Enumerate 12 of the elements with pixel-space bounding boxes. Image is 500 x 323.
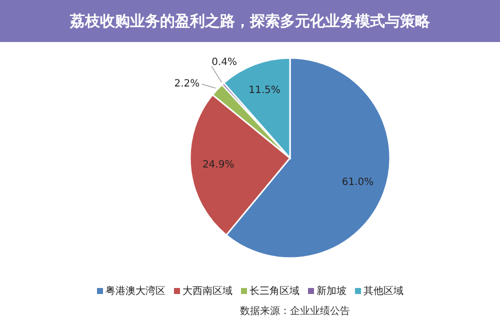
data-label: 24.9% xyxy=(202,160,234,170)
data-label: 61.0% xyxy=(342,176,374,188)
legend-label: 粤港澳大湾区 xyxy=(104,284,166,298)
legend-label: 大西南区域 xyxy=(182,284,232,298)
legend-label: 其他区域 xyxy=(362,284,404,298)
data-label: 0.4% xyxy=(212,56,237,68)
chart-title: 荔枝收购业务的盈利之路，探索多元化业务模式与策略 xyxy=(0,0,500,42)
data-label: 11.5% xyxy=(248,85,280,96)
legend-label: 新加坡 xyxy=(316,284,346,298)
legend-label: 长三角区域 xyxy=(248,284,300,298)
source-note: 数据来源：企业业绩公告 xyxy=(240,304,350,318)
data-label: 2.2% xyxy=(174,78,200,90)
